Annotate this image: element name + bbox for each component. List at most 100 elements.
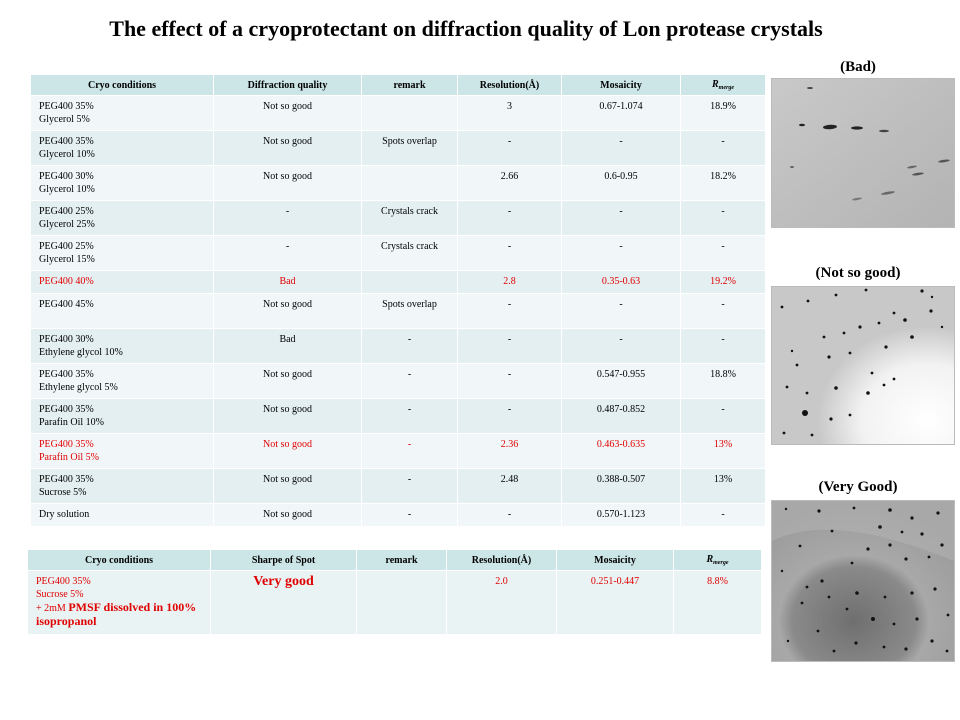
cell-rmerge: 18.8% <box>680 363 766 399</box>
table-header-row: Cryo conditions Sharpe of Spot remark Re… <box>27 549 762 571</box>
cell-diffraction-quality: - <box>213 200 362 236</box>
diffraction-pattern-very-good <box>772 501 954 661</box>
table-row: PEG400 35% Glycerol 5% Not so good 3 0.67-1.… <box>30 95 766 131</box>
pmsf-line: + 2mM PMSF dissolved in 100% isopropanol <box>36 600 197 628</box>
col-header-remark: remark <box>361 74 458 96</box>
cell-rmerge: 8.8% <box>673 570 762 635</box>
cell-rmerge: - <box>680 328 766 364</box>
cell-cryo-conditions: PEG400 35% Ethylene glycol 5% <box>30 363 214 399</box>
cell-rmerge: - <box>680 398 766 434</box>
cell-cryo-conditions: PEG400 35% Parafin Oil 5% <box>30 433 214 469</box>
col-header-mosaicity: Mosaicity <box>556 549 674 571</box>
cell-rmerge: 13% <box>680 433 766 469</box>
diffraction-image-very-good <box>771 500 955 662</box>
cell-rmerge: - <box>680 235 766 271</box>
table-row: Dry solution Not so good - -0.570-1.123- <box>30 503 766 527</box>
cell-resolution: - <box>457 200 562 236</box>
cell-cryo-conditions: PEG400 35% Sucrose 5% <box>30 468 214 504</box>
table-row: PEG400 30% Glycerol 10% Not so good 2.66 0.6… <box>30 165 766 201</box>
cell-diffraction-quality: Not so good <box>213 130 362 166</box>
table-body: PEG400 35% Glycerol 5% Not so good 3 0.67-1.… <box>30 95 766 527</box>
cell-remark <box>361 165 458 201</box>
cell-mosaicity: 0.388-0.507 <box>561 468 681 504</box>
cell-rmerge: - <box>680 503 766 527</box>
cell-rmerge: - <box>680 200 766 236</box>
col-header-diffraction-quality: Diffraction quality <box>213 74 362 96</box>
cell-cryo-conditions: PEG400 35% Glycerol 5% <box>30 95 214 131</box>
cell-diffraction-quality: - <box>213 235 362 271</box>
cell-diffraction-quality: Not so good <box>213 363 362 399</box>
panel-label-very-good: (Very Good) <box>818 479 898 495</box>
cell-rmerge: 18.9% <box>680 95 766 131</box>
cell-diffraction-quality: Not so good <box>213 95 362 131</box>
cell-sharpe-of-spot: Very good <box>210 570 357 635</box>
cell-mosaicity: 0.570-1.123 <box>561 503 681 527</box>
cell-diffraction-quality: Not so good <box>213 165 362 201</box>
cell-remark: - <box>361 468 458 504</box>
cell-resolution: 2.8 <box>457 270 562 294</box>
table-row: PEG400 45% Not so good Spots overlap - - - <box>30 293 766 329</box>
col-header-rmerge: Rmerge <box>673 549 762 571</box>
panel-label-bad: (Bad) <box>840 59 876 75</box>
cell-mosaicity: - <box>561 328 681 364</box>
cell-cryo-conditions: PEG400 30% Ethylene glycol 10% <box>30 328 214 364</box>
cell-mosaicity: - <box>561 235 681 271</box>
cell-cryo-conditions: Dry solution <box>30 503 214 527</box>
cell-resolution: 3 <box>457 95 562 131</box>
optimized-condition-table: Cryo conditions Sharpe of Spot remark Re… <box>27 549 762 635</box>
cell-cryo-conditions: PEG400 25% Glycerol 15% <box>30 235 214 271</box>
cell-diffraction-quality: Not so good <box>213 293 362 329</box>
diffraction-image-bad <box>771 78 955 228</box>
cell-cryo-conditions: PEG400 35% Sucrose 5% + 2mM PMSF dissolv… <box>27 570 211 635</box>
cell-remark: - <box>361 433 458 469</box>
cell-mosaicity: 0.487-0.852 <box>561 398 681 434</box>
col-header-cryo-conditions: Cryo conditions <box>27 549 211 571</box>
col-header-resolution: Resolution(Å) <box>457 74 562 96</box>
cell-rmerge: - <box>680 293 766 329</box>
cell-mosaicity: 0.547-0.955 <box>561 363 681 399</box>
table-row: PEG400 35% Parafin Oil 5% Not so good -2.36… <box>30 433 766 469</box>
cell-rmerge: 19.2% <box>680 270 766 294</box>
cell-rmerge: 13% <box>680 468 766 504</box>
cell-diffraction-quality: Bad <box>213 270 362 294</box>
cell-resolution: 2.48 <box>457 468 562 504</box>
table-row: PEG400 35% Sucrose 5% Not so good -2.48 0.38… <box>30 468 766 504</box>
cell-resolution: 2.0 <box>446 570 557 635</box>
col-header-cryo-conditions: Cryo conditions <box>30 74 214 96</box>
cell-mosaicity: - <box>561 293 681 329</box>
table-header-row: Cryo conditions Diffraction quality rema… <box>30 74 766 96</box>
cell-cryo-conditions: PEG400 35% Parafin Oil 10% <box>30 398 214 434</box>
cryo-conditions-table: Cryo conditions Diffraction quality rema… <box>30 74 766 527</box>
cell-mosaicity: - <box>561 130 681 166</box>
cell-resolution: - <box>457 363 562 399</box>
cell-diffraction-quality: Bad <box>213 328 362 364</box>
cell-diffraction-quality: Not so good <box>213 398 362 434</box>
table-row: PEG400 35% Glycerol 10% Not so good Spots o… <box>30 130 766 166</box>
cell-remark <box>361 95 458 131</box>
cell-mosaicity: 0.463-0.635 <box>561 433 681 469</box>
panel-label-not-so-good: (Not so good) <box>815 265 901 281</box>
col-header-remark: remark <box>356 549 447 571</box>
cell-resolution: - <box>457 130 562 166</box>
cell-mosaicity: 0.67-1.074 <box>561 95 681 131</box>
cell-cryo-conditions: PEG400 25% Glycerol 25% <box>30 200 214 236</box>
cell-resolution: 2.36 <box>457 433 562 469</box>
diffraction-image-not-so-good <box>771 286 955 445</box>
cell-resolution: - <box>457 293 562 329</box>
diffraction-pattern-bad <box>772 79 954 227</box>
cell-rmerge: 18.2% <box>680 165 766 201</box>
cell-diffraction-quality: Not so good <box>213 503 362 527</box>
cell-remark: Spots overlap <box>361 293 458 329</box>
cell-mosaicity: 0.35-0.63 <box>561 270 681 294</box>
cell-resolution: - <box>457 235 562 271</box>
cell-cryo-conditions: PEG400 45% <box>30 293 214 329</box>
cell-mosaicity: 0.6-0.95 <box>561 165 681 201</box>
table-row: PEG400 30% Ethylene glycol 10% Bad - - - - <box>30 328 766 364</box>
table-row: PEG400 35% Sucrose 5% + 2mM PMSF dissolv… <box>27 570 762 635</box>
table-row: PEG400 35% Ethylene glycol 5% Not so good -… <box>30 363 766 399</box>
col-header-sharpe-of-spot: Sharpe of Spot <box>210 549 357 571</box>
table-row: PEG400 25% Glycerol 25% - Crystals crack - - - <box>30 200 766 236</box>
cell-resolution: - <box>457 398 562 434</box>
cell-remark <box>361 270 458 294</box>
cell-mosaicity: 0.251-0.447 <box>556 570 674 635</box>
